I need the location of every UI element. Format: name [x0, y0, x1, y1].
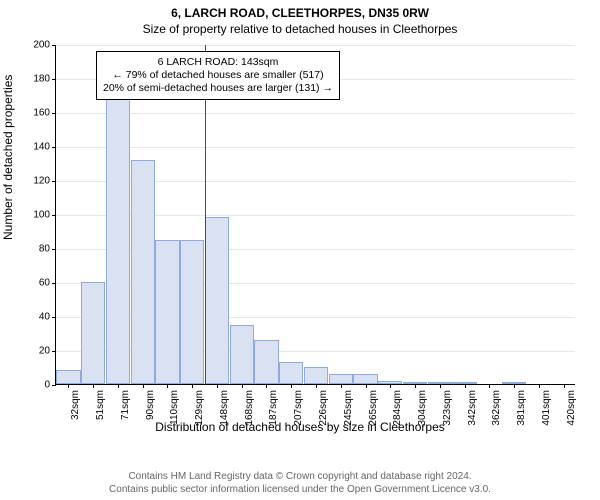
annotation-line1: 6 LARCH ROAD: 143sqm: [103, 56, 333, 69]
attribution-footer: Contains HM Land Registry data © Crown c…: [0, 470, 600, 496]
y-tick-label: 20: [26, 346, 56, 357]
chart-container: Number of detached properties 0204060801…: [0, 40, 600, 440]
y-tick-label: 180: [26, 74, 56, 85]
histogram-bar: [106, 78, 130, 384]
y-tick-label: 40: [26, 312, 56, 323]
footer-line1: Contains HM Land Registry data © Crown c…: [0, 470, 600, 483]
x-tick-label: 110sqm: [167, 384, 180, 425]
histogram-bar: [56, 370, 80, 384]
histogram-bar: [131, 160, 155, 384]
x-tick-label: 71sqm: [118, 384, 131, 420]
histogram-bar: [81, 282, 105, 384]
y-tick-label: 60: [26, 278, 56, 289]
x-tick-label: 51sqm: [93, 384, 106, 420]
annotation-box: 6 LARCH ROAD: 143sqm ← 79% of detached h…: [96, 51, 340, 100]
histogram-bar: [155, 240, 179, 385]
annotation-line3: 20% of semi-detached houses are larger (…: [103, 82, 333, 95]
histogram-bar: [329, 374, 353, 384]
page-title-line1: 6, LARCH ROAD, CLEETHORPES, DN35 0RW: [0, 0, 600, 20]
histogram-bar: [353, 374, 377, 384]
histogram-bar: [180, 240, 204, 385]
gridline: [56, 45, 575, 46]
gridline: [56, 147, 575, 148]
y-tick-label: 0: [26, 380, 56, 391]
y-tick-label: 160: [26, 108, 56, 119]
y-tick-label: 200: [26, 40, 56, 51]
y-tick-label: 80: [26, 244, 56, 255]
y-axis-label: Number of detached properties: [1, 75, 15, 240]
footer-line2: Contains public sector information licen…: [0, 483, 600, 496]
histogram-bar: [304, 367, 328, 384]
histogram-bar: [230, 325, 254, 385]
x-tick-label: 32sqm: [68, 384, 81, 420]
x-tick-label: 90sqm: [143, 384, 156, 420]
plot-area: 02040608010012014016018020032sqm51sqm71s…: [55, 45, 575, 385]
x-axis-label: Distribution of detached houses by size …: [0, 420, 600, 434]
y-tick-label: 120: [26, 176, 56, 187]
histogram-bar: [205, 217, 229, 384]
gridline: [56, 113, 575, 114]
y-tick-label: 140: [26, 142, 56, 153]
page-title-line2: Size of property relative to detached ho…: [0, 20, 600, 36]
histogram-bar: [279, 362, 303, 384]
annotation-line2: ← 79% of detached houses are smaller (51…: [103, 69, 333, 82]
y-tick-label: 100: [26, 210, 56, 221]
histogram-bar: [254, 340, 278, 384]
